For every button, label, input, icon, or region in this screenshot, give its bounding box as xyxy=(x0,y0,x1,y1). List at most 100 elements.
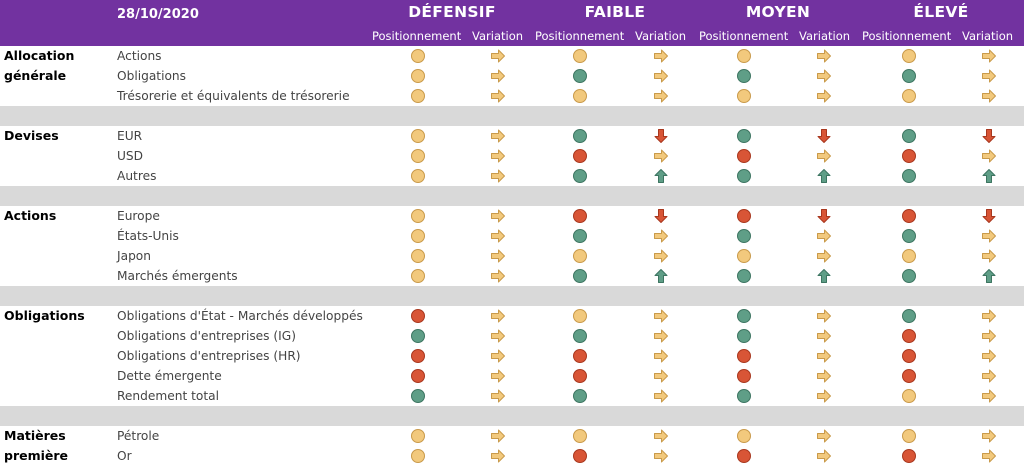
positioning-indicator-neutral xyxy=(902,249,916,263)
arrow-right-icon xyxy=(653,308,669,324)
positioning-indicator-negative xyxy=(902,349,916,363)
profile-faible: FAIBLE xyxy=(584,3,646,21)
positioning-indicator-negative xyxy=(573,369,587,383)
arrow-right-icon xyxy=(490,168,506,184)
positioning-indicator-negative xyxy=(573,349,587,363)
positioning-indicator-negative xyxy=(737,369,751,383)
positioning-indicator-neutral xyxy=(573,89,587,103)
arrow-right-icon xyxy=(490,268,506,284)
positioning-header: Positionnement xyxy=(372,29,462,43)
row-label: EUR xyxy=(117,129,143,143)
positioning-indicator-neutral xyxy=(737,429,751,443)
row-label: Dette émergente xyxy=(117,369,222,383)
positioning-indicator-negative xyxy=(737,149,751,163)
positioning-indicator-positive xyxy=(737,309,751,323)
section-label: Matières première xyxy=(4,428,69,463)
section-divider xyxy=(0,186,1024,206)
positioning-indicator-negative xyxy=(737,209,751,223)
positioning-indicator-negative xyxy=(902,149,916,163)
positioning-indicator-neutral xyxy=(902,89,916,103)
arrow-down-icon xyxy=(653,128,669,144)
arrow-right-icon xyxy=(490,148,506,164)
positioning-indicator-negative xyxy=(902,369,916,383)
positioning-header: Positionnement xyxy=(862,29,952,43)
table-header: 28/10/2020 DÉFENSIF FAIBLE MOYEN ÉLEVÉ P… xyxy=(0,0,1024,46)
arrow-right-icon xyxy=(490,128,506,144)
arrow-right-icon xyxy=(981,148,997,164)
arrow-right-icon xyxy=(490,48,506,64)
positioning-indicator-positive xyxy=(573,229,587,243)
positioning-indicator-positive xyxy=(737,329,751,343)
arrow-right-icon xyxy=(816,308,832,324)
section-label: Allocation générale xyxy=(4,48,75,83)
arrow-down-icon xyxy=(816,208,832,224)
row-label: Obligations xyxy=(117,69,187,83)
arrow-up-icon xyxy=(653,268,669,284)
positioning-indicator-positive xyxy=(737,129,751,143)
positioning-indicator-neutral xyxy=(737,89,751,103)
positioning-indicator-negative xyxy=(573,449,587,463)
arrow-right-icon xyxy=(816,88,832,104)
positioning-indicator-negative xyxy=(411,369,425,383)
positioning-indicator-neutral xyxy=(411,249,425,263)
positioning-indicator-neutral xyxy=(411,449,425,463)
row-label: Obligations d'entreprises (HR) xyxy=(117,349,301,363)
positioning-indicator-neutral xyxy=(902,429,916,443)
positioning-indicator-negative xyxy=(902,449,916,463)
arrow-up-icon xyxy=(653,168,669,184)
row-label: États-Unis xyxy=(117,229,179,243)
positioning-indicator-negative xyxy=(902,209,916,223)
arrow-right-icon xyxy=(981,308,997,324)
positioning-indicator-negative xyxy=(573,209,587,223)
positioning-indicator-negative xyxy=(573,149,587,163)
arrow-right-icon xyxy=(653,248,669,264)
positioning-indicator-neutral xyxy=(573,309,587,323)
positioning-indicator-negative xyxy=(902,329,916,343)
arrow-right-icon xyxy=(816,248,832,264)
positioning-indicator-positive xyxy=(573,389,587,403)
positioning-indicator-positive xyxy=(411,389,425,403)
arrow-right-icon xyxy=(981,388,997,404)
positioning-indicator-neutral xyxy=(902,389,916,403)
positioning-indicator-positive xyxy=(573,129,587,143)
positioning-indicator-positive xyxy=(737,389,751,403)
positioning-header: Positionnement xyxy=(699,29,789,43)
positioning-indicator-positive xyxy=(573,169,587,183)
row-label: Europe xyxy=(117,209,160,223)
section-label: Obligations xyxy=(4,308,85,323)
arrow-right-icon xyxy=(653,348,669,364)
profile-eleve: ÉLEVÉ xyxy=(913,3,969,21)
variation-header: Variation xyxy=(799,29,851,43)
section-divider xyxy=(0,106,1024,126)
arrow-right-icon xyxy=(490,248,506,264)
positioning-indicator-positive xyxy=(902,229,916,243)
positioning-indicator-neutral xyxy=(573,249,587,263)
positioning-indicator-neutral xyxy=(411,269,425,283)
arrow-right-icon xyxy=(816,328,832,344)
arrow-right-icon xyxy=(490,328,506,344)
arrow-right-icon xyxy=(653,228,669,244)
arrow-right-icon xyxy=(816,368,832,384)
positioning-indicator-negative xyxy=(411,349,425,363)
positioning-indicator-negative xyxy=(737,449,751,463)
positioning-indicator-neutral xyxy=(411,209,425,223)
arrow-right-icon xyxy=(981,88,997,104)
positioning-indicator-neutral xyxy=(411,129,425,143)
arrow-right-icon xyxy=(981,448,997,464)
positioning-indicator-neutral xyxy=(411,429,425,443)
arrow-right-icon xyxy=(490,368,506,384)
arrow-right-icon xyxy=(816,428,832,444)
arrow-right-icon xyxy=(653,148,669,164)
positioning-indicator-neutral xyxy=(411,89,425,103)
positioning-indicator-neutral xyxy=(411,229,425,243)
row-label: USD xyxy=(117,149,144,163)
arrow-right-icon xyxy=(816,68,832,84)
arrow-right-icon xyxy=(816,448,832,464)
row-label: Obligations d'entreprises (IG) xyxy=(117,329,296,343)
arrow-right-icon xyxy=(816,388,832,404)
positioning-indicator-neutral xyxy=(411,49,425,63)
variation-header: Variation xyxy=(635,29,687,43)
positioning-indicator-positive xyxy=(737,69,751,83)
positioning-indicator-positive xyxy=(573,69,587,83)
variation-header: Variation xyxy=(472,29,524,43)
